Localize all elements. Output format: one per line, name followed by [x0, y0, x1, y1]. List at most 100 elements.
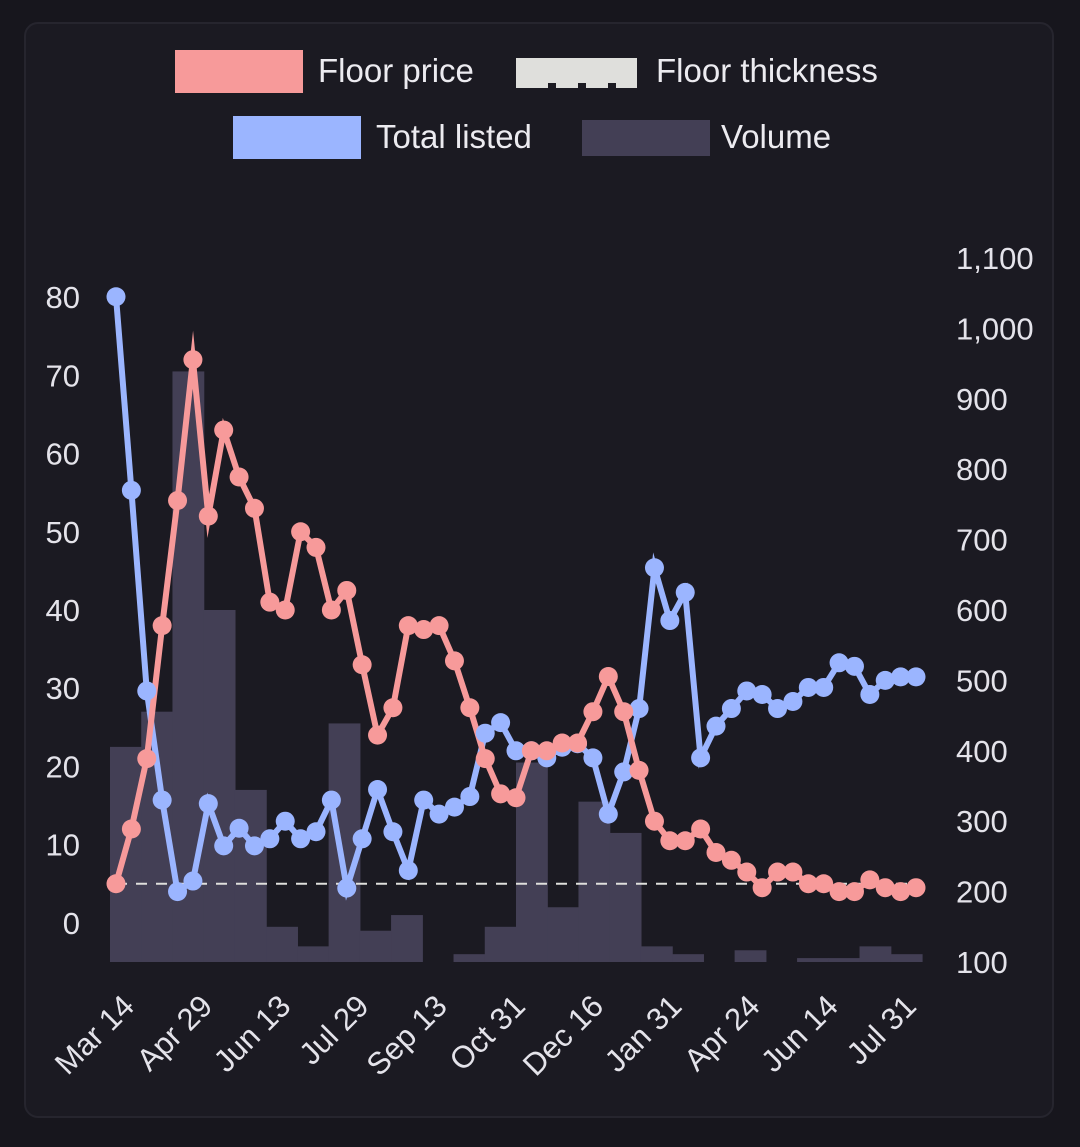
legend-total-listed-swatch — [233, 116, 361, 159]
floor-price-point — [860, 870, 880, 890]
total-listed-point — [768, 699, 788, 719]
total-listed-point — [583, 748, 603, 768]
total-listed-point — [383, 822, 403, 842]
floor-price-point — [121, 819, 141, 839]
floor-price-point — [768, 862, 788, 882]
x-tick-label: Jul 31 — [840, 988, 923, 1071]
volume-bar — [203, 610, 236, 962]
y-left-tick-label: 20 — [46, 749, 80, 784]
y-right-tick-label: 700 — [956, 523, 1008, 558]
floor-price-point — [906, 878, 926, 898]
floor-price-point — [306, 537, 326, 557]
total-listed-point — [291, 829, 311, 849]
y-left-tick-label: 50 — [46, 515, 80, 550]
total-listed-point — [460, 787, 480, 807]
x-tick-label: Apr 29 — [130, 988, 219, 1077]
total-listed-point — [414, 790, 434, 810]
floor-price-point — [214, 420, 234, 440]
legend-floor-price-swatch — [175, 50, 303, 93]
volume-bar — [859, 946, 892, 962]
y-right-tick-label: 500 — [956, 663, 1008, 698]
legend-floor-thickness-swatch-gap — [608, 83, 616, 89]
total-listed-point — [198, 794, 218, 814]
total-listed-point — [783, 692, 803, 712]
total-listed-point — [675, 582, 695, 602]
volume-bar — [609, 832, 642, 962]
total-listed-point — [721, 699, 741, 719]
total-listed-point — [644, 558, 664, 578]
x-tick-label: Oct 31 — [443, 988, 532, 1077]
total-listed-point — [752, 684, 772, 704]
floor-price-point — [383, 698, 403, 718]
series-points — [106, 287, 926, 902]
volume-bar — [297, 946, 330, 962]
volume-bar — [234, 789, 267, 962]
y-right-tick-label: 1,100 — [956, 241, 1034, 276]
floor-price-point — [829, 882, 849, 902]
floor-price-point — [506, 788, 526, 808]
floor-price-point — [644, 811, 664, 831]
legend-floor-thickness-label: Floor thickness — [656, 52, 878, 89]
floor-price-point — [198, 506, 218, 526]
y-right-tick-label: 1,000 — [956, 311, 1034, 346]
y-left-tick-label: 10 — [46, 828, 80, 863]
volume-bar — [391, 915, 423, 962]
floor-price-point — [629, 760, 649, 780]
total-listed-point — [429, 804, 449, 824]
floor-price-point — [721, 850, 741, 870]
floor-price-point — [875, 878, 895, 898]
legend-floor-thickness-swatch-gap — [548, 83, 556, 89]
volume-bar — [266, 926, 298, 962]
floor-price-point — [491, 784, 511, 804]
x-tick-label: Dec 16 — [516, 988, 610, 1082]
total-listed-point — [260, 829, 280, 849]
total-listed-point — [444, 797, 464, 817]
y-left-tick-label: 40 — [46, 593, 80, 628]
total-listed-point — [906, 667, 926, 687]
total-listed-point — [137, 681, 157, 701]
floor-price-point — [260, 592, 280, 612]
floor-price-point — [752, 878, 772, 898]
floor-price-point — [891, 882, 911, 902]
total-listed-point — [737, 681, 757, 701]
volume-bar — [547, 907, 580, 962]
legend-volume-label: Volume — [721, 118, 831, 155]
total-listed-point — [352, 829, 372, 849]
y-right-tick-label: 800 — [956, 452, 1008, 487]
floor-price-point — [475, 749, 495, 769]
volume-bar — [797, 958, 829, 962]
floor-price-point — [814, 874, 834, 894]
floor-price-point — [706, 842, 726, 862]
total-listed-point — [121, 480, 141, 500]
total-listed-point — [614, 762, 634, 782]
total-listed-point — [798, 677, 818, 697]
floor-price-point — [414, 620, 434, 640]
legend-floor-thickness-swatch — [516, 58, 637, 88]
y-right-tick-label: 900 — [956, 382, 1008, 417]
floor-price-point — [106, 874, 126, 894]
x-tick-label: Jan 31 — [598, 988, 689, 1079]
volume-bar — [734, 950, 767, 962]
volume-bar — [640, 946, 673, 962]
total-listed-point — [475, 723, 495, 743]
floor-price-point — [675, 831, 695, 851]
total-listed-point — [706, 716, 726, 736]
floor-price-point — [552, 733, 572, 753]
total-listed-point — [814, 677, 834, 697]
total-listed-point — [168, 882, 188, 902]
total-listed-point — [860, 684, 880, 704]
total-listed-point — [491, 713, 511, 733]
floor-price-point — [137, 749, 157, 769]
volume-bar — [672, 954, 704, 962]
floor-price-point — [444, 651, 464, 671]
y-right-tick-label: 300 — [956, 804, 1008, 839]
volume-bars — [110, 371, 923, 962]
floor-price-point — [537, 741, 557, 761]
y-right-tick-label: 400 — [956, 734, 1008, 769]
floor-price-point — [429, 616, 449, 636]
floor-price-point — [568, 733, 588, 753]
floor-price-point — [798, 874, 818, 894]
floor-price-point — [598, 666, 618, 686]
floor-price-point — [660, 831, 680, 851]
total-listed-point — [229, 818, 249, 838]
